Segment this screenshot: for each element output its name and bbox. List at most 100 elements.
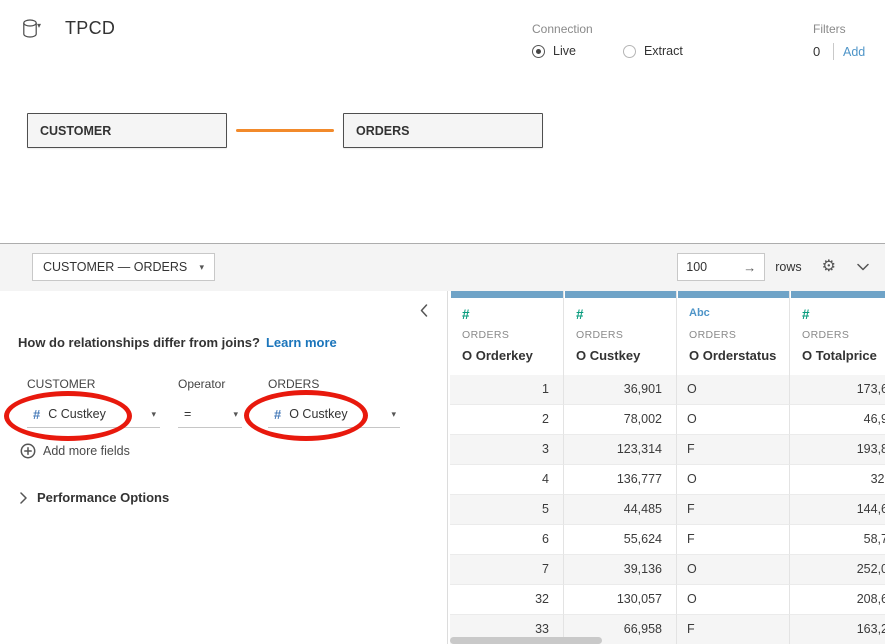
connection-radio-group: Live Extract [532, 44, 730, 58]
datasource-title: TPCD [65, 18, 116, 38]
table-cell: 123,314 [564, 435, 677, 465]
left-field-dropdown[interactable]: # C Custkey ▾ [27, 401, 160, 428]
table-row: 1 36,901 O 173,6 [450, 375, 885, 405]
relationship-question-text: How do relationships differ from joins? L… [18, 335, 337, 350]
top-header: ▾ TPCD Connection Live Extract Filters 0 [0, 0, 885, 70]
column-selected-bar [677, 291, 789, 298]
column-header[interactable]: # ORDERS O Totalprice [790, 291, 885, 375]
table-box-customer[interactable]: CUSTOMER [27, 113, 227, 148]
number-type-icon: # [462, 307, 470, 322]
column-field-name: O Orderstatus [689, 348, 777, 363]
table-cell: 66,958 [564, 615, 677, 644]
table-cell: 3 [450, 435, 564, 465]
data-grid-inner: # ORDERS O Orderkey # ORDERS O Custkey Abc ORDE… [450, 291, 885, 644]
gear-icon[interactable]: ⚙ [821, 258, 836, 275]
panel-toolbar: CUSTOMER — ORDERS ▾ → rows ⚙ [0, 244, 885, 291]
operator-dropdown[interactable]: = ▾ [178, 401, 242, 428]
filters-add-link[interactable]: Add [843, 44, 866, 59]
relationship-connector-line[interactable] [236, 129, 334, 132]
table-cell: 44,485 [564, 495, 677, 525]
chevron-down-icon: ▾ [391, 408, 396, 419]
table-cell: 6 [450, 525, 564, 555]
column-selected-bar [790, 291, 885, 298]
operator-label: Operator [178, 377, 226, 391]
table-row: 5 44,485 F 144,6 [450, 495, 885, 525]
string-type-icon: Abc [689, 307, 710, 319]
table-cell: 32, [790, 465, 885, 495]
add-more-fields-button[interactable]: Add more fields [20, 443, 130, 459]
bottom-panel: CUSTOMER — ORDERS ▾ → rows ⚙ [0, 243, 885, 644]
table-cell: 7 [450, 555, 564, 585]
filters-count: 0 [813, 44, 821, 59]
right-table-label: ORDERS [268, 377, 320, 391]
table-cell: O [677, 555, 790, 585]
table-cell: F [677, 435, 790, 465]
table-cell: F [677, 615, 790, 644]
table-row: 7 39,136 O 252,0 [450, 555, 885, 585]
number-field-icon: # [33, 406, 41, 422]
connection-label: Connection [532, 22, 593, 36]
right-field-dropdown[interactable]: # O Custkey ▾ [268, 401, 400, 428]
table-row: 33 66,958 F 163,2 [450, 615, 885, 644]
grid-header-row: # ORDERS O Orderkey # ORDERS O Custkey Abc ORDE… [450, 291, 885, 375]
table-cell: 5 [450, 495, 564, 525]
database-caret-icon: ▾ [37, 21, 42, 30]
table-cell: 78,002 [564, 405, 677, 435]
number-type-icon: # [576, 307, 584, 322]
chevron-down-icon: ▾ [151, 408, 156, 419]
table-cell: 208,6 [790, 585, 885, 615]
table-cell: 1 [450, 375, 564, 405]
left-table-label: CUSTOMER [27, 377, 96, 391]
collapse-panel-chevron-icon[interactable] [857, 263, 869, 271]
column-table-name: ORDERS [802, 329, 850, 341]
row-count-input[interactable] [686, 260, 735, 274]
column-table-name: ORDERS [576, 329, 624, 341]
datasource-title-group: ▾ TPCD [22, 18, 115, 39]
column-selected-bar [450, 291, 563, 298]
chevron-right-icon [20, 491, 27, 504]
table-cell: 32 [450, 585, 564, 615]
collapse-pane-chevron-icon[interactable] [420, 304, 428, 322]
learn-more-link[interactable]: Learn more [265, 335, 337, 350]
table-cell: O [677, 585, 790, 615]
column-header[interactable]: # ORDERS O Custkey [564, 291, 677, 375]
database-icon[interactable]: ▾ [22, 18, 42, 39]
logical-layer-canvas: CUSTOMER ORDERS [0, 70, 885, 243]
data-preview-grid: # ORDERS O Orderkey # ORDERS O Custkey Abc ORDE… [450, 291, 885, 644]
table-cell: 193,8 [790, 435, 885, 465]
radio-live[interactable]: Live [532, 44, 576, 58]
column-header[interactable]: Abc ORDERS O Orderstatus [677, 291, 790, 375]
relationship-selector-dropdown[interactable]: CUSTOMER — ORDERS ▾ [32, 253, 215, 281]
filters-label: Filters [813, 22, 846, 36]
table-cell: 58,7 [790, 525, 885, 555]
table-cell: 136,777 [564, 465, 677, 495]
table-cell: 144,6 [790, 495, 885, 525]
table-cell: 130,057 [564, 585, 677, 615]
table-cell: 55,624 [564, 525, 677, 555]
table-cell: O [677, 405, 790, 435]
table-cell: 46,9 [790, 405, 885, 435]
connection-section: Connection Live Extract [532, 22, 730, 58]
column-selected-bar [564, 291, 676, 298]
table-cell: O [677, 465, 790, 495]
table-cell: 36,901 [564, 375, 677, 405]
apply-rows-arrow-icon[interactable]: → [743, 259, 757, 275]
column-field-name: O Orderkey [462, 348, 533, 363]
table-box-orders[interactable]: ORDERS [343, 113, 543, 148]
radio-live-icon [532, 44, 545, 58]
horizontal-scrollbar-thumb[interactable] [450, 637, 602, 644]
table-cell: 163,2 [790, 615, 885, 644]
column-field-name: O Custkey [576, 348, 641, 363]
radio-extract[interactable]: Extract [622, 44, 683, 58]
panel-body: How do relationships differ from joins? L… [0, 291, 885, 644]
filters-section: Filters 0 Add [813, 22, 865, 60]
column-header[interactable]: # ORDERS O Orderkey [450, 291, 564, 375]
table-cell: F [677, 495, 790, 525]
table-cell: 39,136 [564, 555, 677, 585]
table-cell: 33 [450, 615, 564, 644]
grid-rows: 136,901O173,6278,002O46,93123,314F193,84… [450, 375, 885, 644]
performance-options-toggle[interactable]: Performance Options [20, 490, 169, 505]
